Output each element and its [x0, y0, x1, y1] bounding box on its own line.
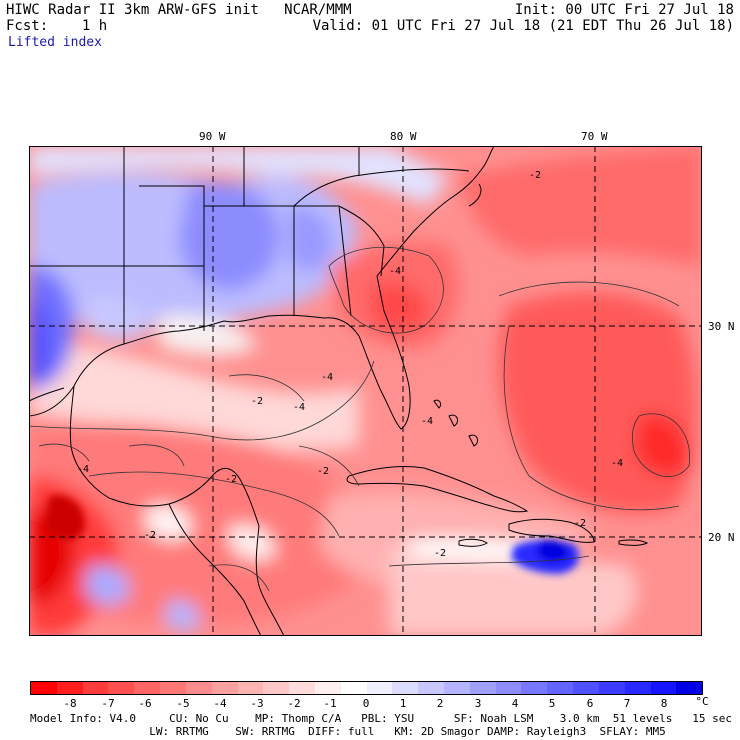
- colorbar-tick: 0: [362, 697, 370, 710]
- contour-label: -2: [574, 518, 586, 529]
- contour-label: -2: [529, 170, 541, 181]
- field-shading: [29, 146, 702, 636]
- contour-label: -4: [321, 372, 333, 383]
- colorbar-swatch: [366, 682, 393, 694]
- colorbar-swatch: [598, 682, 625, 694]
- colorbar-swatch: [289, 682, 315, 694]
- colorbar-swatch: [392, 682, 419, 694]
- colorbar-tick: -6: [138, 697, 152, 710]
- model-title: HIWC Radar II 3km ARW-GFS init NCAR/MMM: [6, 2, 352, 18]
- colorbar-swatch: [340, 682, 367, 694]
- colorbar-swatch: [418, 682, 444, 694]
- colorbar-swatch: [624, 682, 651, 694]
- colorbar-swatch: [263, 682, 290, 694]
- colorbar-tick: -1: [323, 697, 337, 710]
- colorbar-swatch: [469, 682, 496, 694]
- model-info-line1: Model Info: V4.0 CU: No Cu MP: Thomp C/A…: [30, 712, 732, 725]
- colorbar-swatch: [185, 682, 212, 694]
- colorbar-swatch: [676, 682, 703, 694]
- model-info-line2: LW: RRTMG SW: RRTMG DIFF: full KM: 2D Sm…: [30, 725, 666, 738]
- colorbar-swatch: [314, 682, 341, 694]
- colorbar-swatch: [160, 682, 186, 694]
- colorbar-swatch: [31, 682, 57, 694]
- lifted-index-map: -2 -2 -2 -2 -2 -2 -2 -4 -4 -4 -4 -4 -4: [29, 146, 702, 636]
- forecast-hour: Fcst: 1 h: [6, 18, 108, 34]
- coastlines: [29, 146, 649, 636]
- colorbar-swatch: [573, 682, 599, 694]
- contour-label: -2: [225, 474, 237, 485]
- colorbar: [30, 681, 703, 695]
- lat-lon-grid: [29, 146, 702, 636]
- colorbar-swatch: [237, 682, 264, 694]
- colorbar-swatch: [521, 682, 548, 694]
- lat-label-20n: 20 N: [708, 531, 735, 544]
- colorbar-swatch: [82, 682, 109, 694]
- valid-time: Valid: 01 UTC Fri 27 Jul 18 (21 EDT Thu …: [312, 18, 734, 34]
- colorbar-tick: 7: [623, 697, 631, 710]
- colorbar-swatch: [547, 682, 574, 694]
- contour-label: -4: [389, 266, 401, 277]
- contour-label: -2: [144, 530, 156, 541]
- lon-label-90w: 90 W: [199, 130, 226, 143]
- colorbar-unit: °C: [695, 695, 709, 708]
- colorbar-tick: -5: [176, 697, 190, 710]
- lat-label-30n: 30 N: [708, 320, 735, 333]
- colorbar-tick: 5: [548, 697, 556, 710]
- colorbar-swatch: [108, 682, 135, 694]
- colorbar-swatch: [495, 682, 522, 694]
- colorbar-tick: 1: [399, 697, 407, 710]
- contours: [29, 246, 691, 592]
- contour-label: -4: [293, 402, 305, 413]
- colorbar-swatch: [444, 682, 470, 694]
- colorbar-swatch: [56, 682, 83, 694]
- lon-label-80w: 80 W: [390, 130, 417, 143]
- contour-label: -2: [317, 466, 329, 477]
- colorbar-tick: 8: [660, 697, 668, 710]
- contour-label: -4: [77, 464, 89, 475]
- colorbar-swatch: [650, 682, 677, 694]
- colorbar-tick: 4: [511, 697, 519, 710]
- field-name: Lifted index: [8, 35, 102, 50]
- contour-label: -2: [251, 396, 263, 407]
- colorbar-tick: -2: [287, 697, 301, 710]
- colorbar-tick: 3: [474, 697, 482, 710]
- contour-label: -4: [421, 416, 433, 427]
- init-time: Init: 00 UTC Fri 27 Jul 18: [514, 2, 734, 18]
- colorbar-tick: -4: [213, 697, 227, 710]
- contour-label: -4: [611, 458, 623, 469]
- colorbar-swatch: [211, 682, 238, 694]
- contour-label: -2: [434, 548, 446, 559]
- colorbar-tick: 2: [436, 697, 444, 710]
- colorbar-tick: 6: [586, 697, 594, 710]
- lon-label-70w: 70 W: [581, 130, 608, 143]
- colorbar-tick: -8: [63, 697, 77, 710]
- colorbar-swatch: [134, 682, 161, 694]
- colorbar-tick: -7: [101, 697, 115, 710]
- colorbar-tick: -3: [250, 697, 264, 710]
